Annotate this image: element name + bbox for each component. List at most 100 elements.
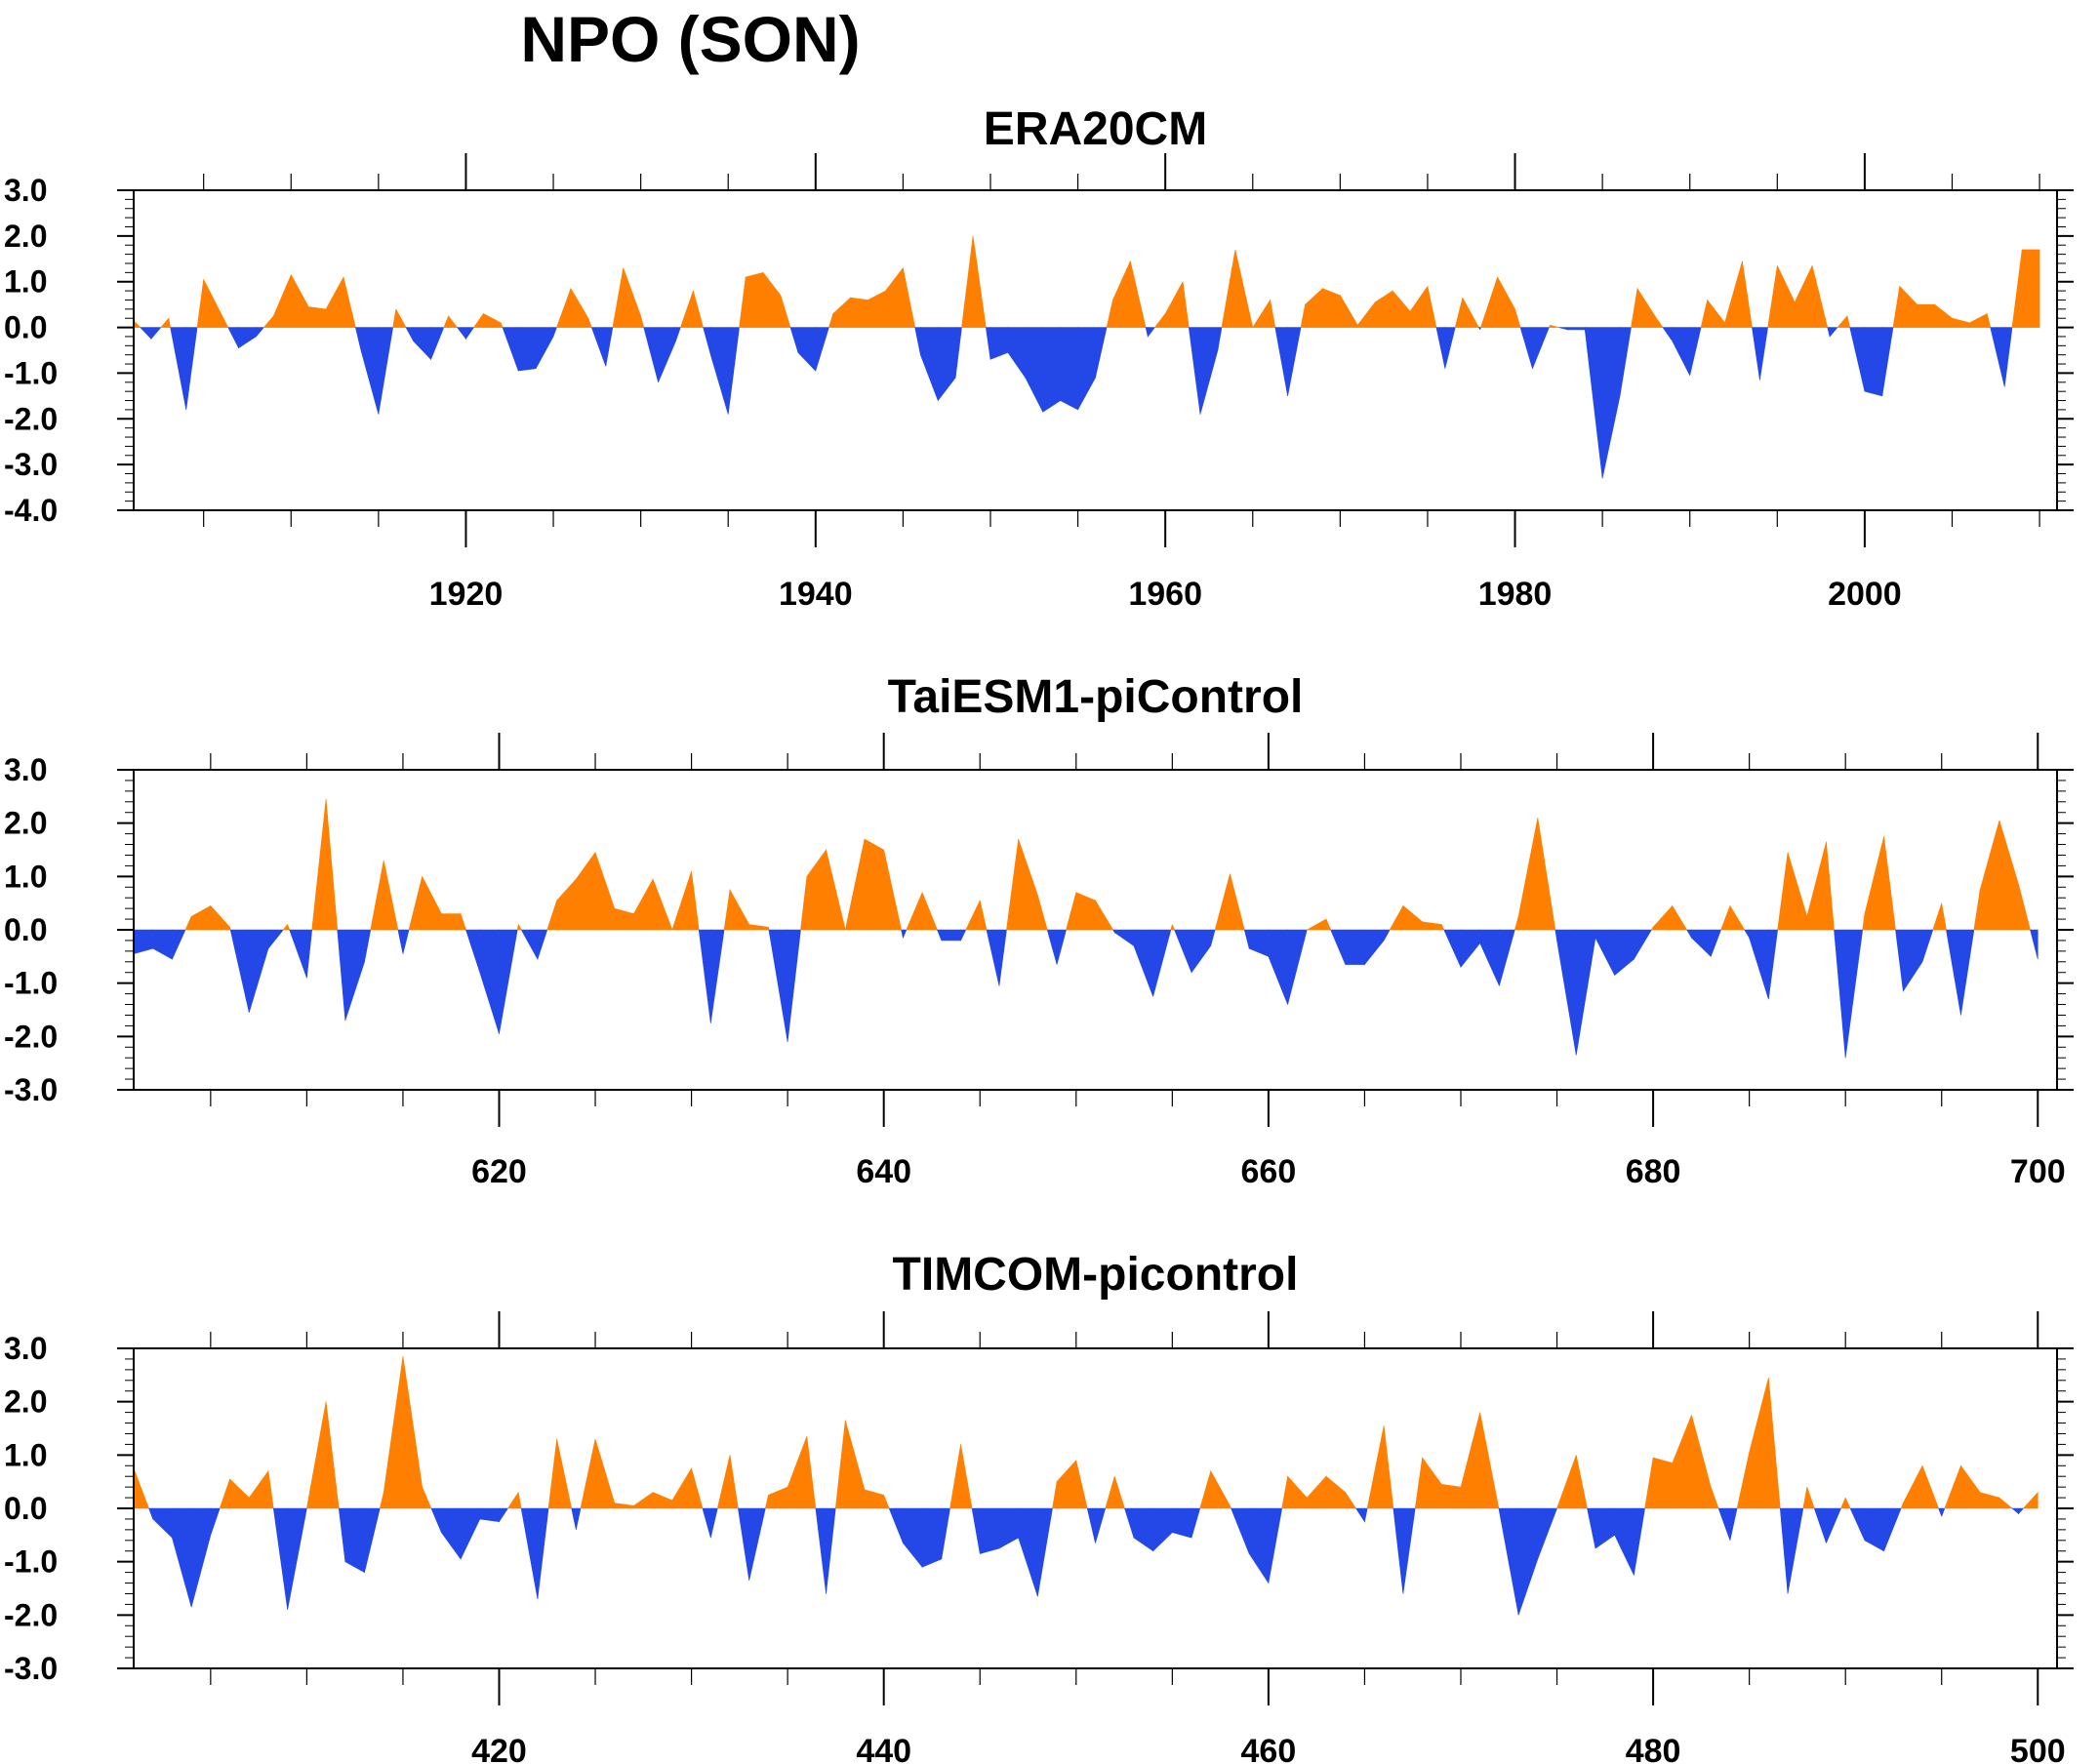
x-tick-label: 2000	[1828, 576, 1902, 613]
y-tick-label: 1.0	[4, 859, 47, 894]
positive-area-segment	[1106, 300, 1113, 328]
negative-area-segment	[1172, 1507, 1192, 1539]
negative-area-segment	[1152, 1507, 1173, 1552]
negative-area-segment	[430, 327, 445, 360]
positive-area-segment	[921, 892, 938, 931]
positive-area-segment	[1921, 1465, 1940, 1509]
positive-area-segment	[1306, 918, 1327, 931]
negative-area-segment	[238, 327, 257, 349]
negative-area-segment	[727, 327, 740, 415]
positive-area-segment	[1979, 820, 2000, 931]
negative-area-segment	[605, 327, 614, 367]
positive-area-segment	[723, 889, 731, 931]
positive-area-segment	[679, 290, 694, 328]
negative-area-segment	[1532, 327, 1550, 369]
y-tick-label: -4.0	[4, 493, 58, 528]
y-tick-label: 3.0	[4, 173, 47, 208]
panel-era20cm: ERA20CM -4.0 -3.0 -2.0 -1.0 0.0 1.0 2.0 3.0 1920 1…	[4, 103, 2074, 613]
positive-area-segment	[1883, 836, 1896, 931]
negative-area-segment	[190, 1507, 212, 1608]
positive-area-segment	[1454, 298, 1464, 328]
negative-area-segment	[256, 327, 265, 338]
positive-area-segment	[1864, 836, 1884, 931]
negative-area-segment	[535, 327, 554, 369]
positive-area-segment	[1234, 249, 1254, 328]
positive-area-segment	[1736, 1452, 1750, 1509]
positive-area-segment	[1998, 820, 2019, 931]
positive-area-segment	[1944, 1465, 1961, 1509]
positive-area-segment	[745, 271, 764, 328]
negative-area-segment	[227, 327, 239, 348]
panel-title: ERA20CM	[984, 103, 1207, 155]
positive-area-segment	[716, 1455, 731, 1509]
negative-area-segment	[1849, 1507, 1866, 1541]
negative-area-segment	[1710, 929, 1722, 957]
positive-area-segment	[443, 315, 449, 328]
positive-area-segment	[1414, 1458, 1423, 1509]
positive-area-segment	[422, 876, 442, 931]
positive-area-segment	[190, 904, 212, 931]
positive-area-segment	[383, 1356, 404, 1509]
positive-area-segment	[441, 913, 462, 931]
negative-area-segment	[703, 327, 711, 355]
negative-area-segment	[364, 929, 372, 962]
negative-area-segment	[702, 1507, 711, 1539]
negative-area-segment	[1594, 929, 1615, 976]
positive-area-segment	[1777, 852, 1789, 931]
positive-area-segment	[1172, 924, 1175, 931]
positive-area-segment	[1794, 265, 1813, 328]
positive-area-segment	[1973, 889, 1981, 931]
positive-area-segment	[546, 900, 557, 931]
positive-area-segment	[1644, 1458, 1654, 1509]
negative-area-segment	[1895, 929, 1904, 991]
negative-area-segment	[1686, 929, 1692, 940]
negative-area-segment	[590, 327, 607, 367]
positive-area-segment	[219, 1478, 230, 1509]
negative-area-segment	[1749, 929, 1769, 1000]
positive-area-segment	[1932, 902, 1943, 931]
positive-area-segment	[1900, 1503, 1904, 1509]
negative-area-segment	[479, 929, 500, 1034]
negative-area-segment	[1113, 929, 1135, 946]
y-tick-label: -2.0	[4, 1597, 58, 1632]
positive-area-segment	[370, 860, 384, 931]
positive-area-segment	[422, 1487, 432, 1509]
negative-area-segment	[1566, 327, 1586, 331]
positive-area-segment	[248, 1469, 269, 1509]
positive-area-segment	[1631, 288, 1638, 328]
positive-area-segment	[556, 288, 572, 328]
positive-area-segment	[739, 276, 747, 328]
negative-area-segment	[1537, 1507, 1557, 1560]
negative-area-segment	[986, 327, 991, 360]
negative-area-segment	[1145, 327, 1149, 338]
positive-area-segment	[883, 1495, 890, 1509]
positive-area-segment	[1777, 265, 1796, 328]
negative-area-segment	[456, 327, 466, 341]
positive-area-segment	[1742, 261, 1753, 328]
negative-area-segment	[1364, 1507, 1368, 1522]
positive-area-segment	[1672, 1415, 1692, 1509]
plot-frame	[133, 189, 2058, 511]
negative-area-segment	[465, 929, 481, 973]
positive-area-segment	[979, 900, 988, 931]
y-tick-label: 3.0	[4, 752, 47, 787]
negative-area-segment	[172, 929, 186, 960]
positive-area-segment	[1374, 290, 1393, 328]
negative-area-segment	[920, 327, 939, 401]
negative-area-segment	[1556, 929, 1577, 1056]
negative-area-segment	[914, 327, 921, 355]
negative-area-segment	[789, 327, 799, 353]
positive-area-segment	[229, 927, 231, 931]
negative-area-segment	[413, 327, 431, 361]
positive-area-segment	[780, 295, 791, 328]
positive-area-segment	[691, 1467, 704, 1509]
positive-area-segment	[2011, 249, 2023, 328]
positive-area-segment	[1497, 276, 1515, 328]
positive-area-segment	[402, 1356, 423, 1509]
panel-timcom-picontrol: TIMCOM-picontrol -3.0 -2.0 -1.0 0.0 1.0 2.0 3.0…	[4, 1249, 2074, 1764]
positive-area-segment	[517, 923, 522, 931]
negative-area-segment	[1903, 929, 1923, 992]
positive-area-segment	[282, 923, 288, 931]
negative-area-segment	[1744, 929, 1750, 940]
positive-area-segment	[594, 1438, 616, 1509]
